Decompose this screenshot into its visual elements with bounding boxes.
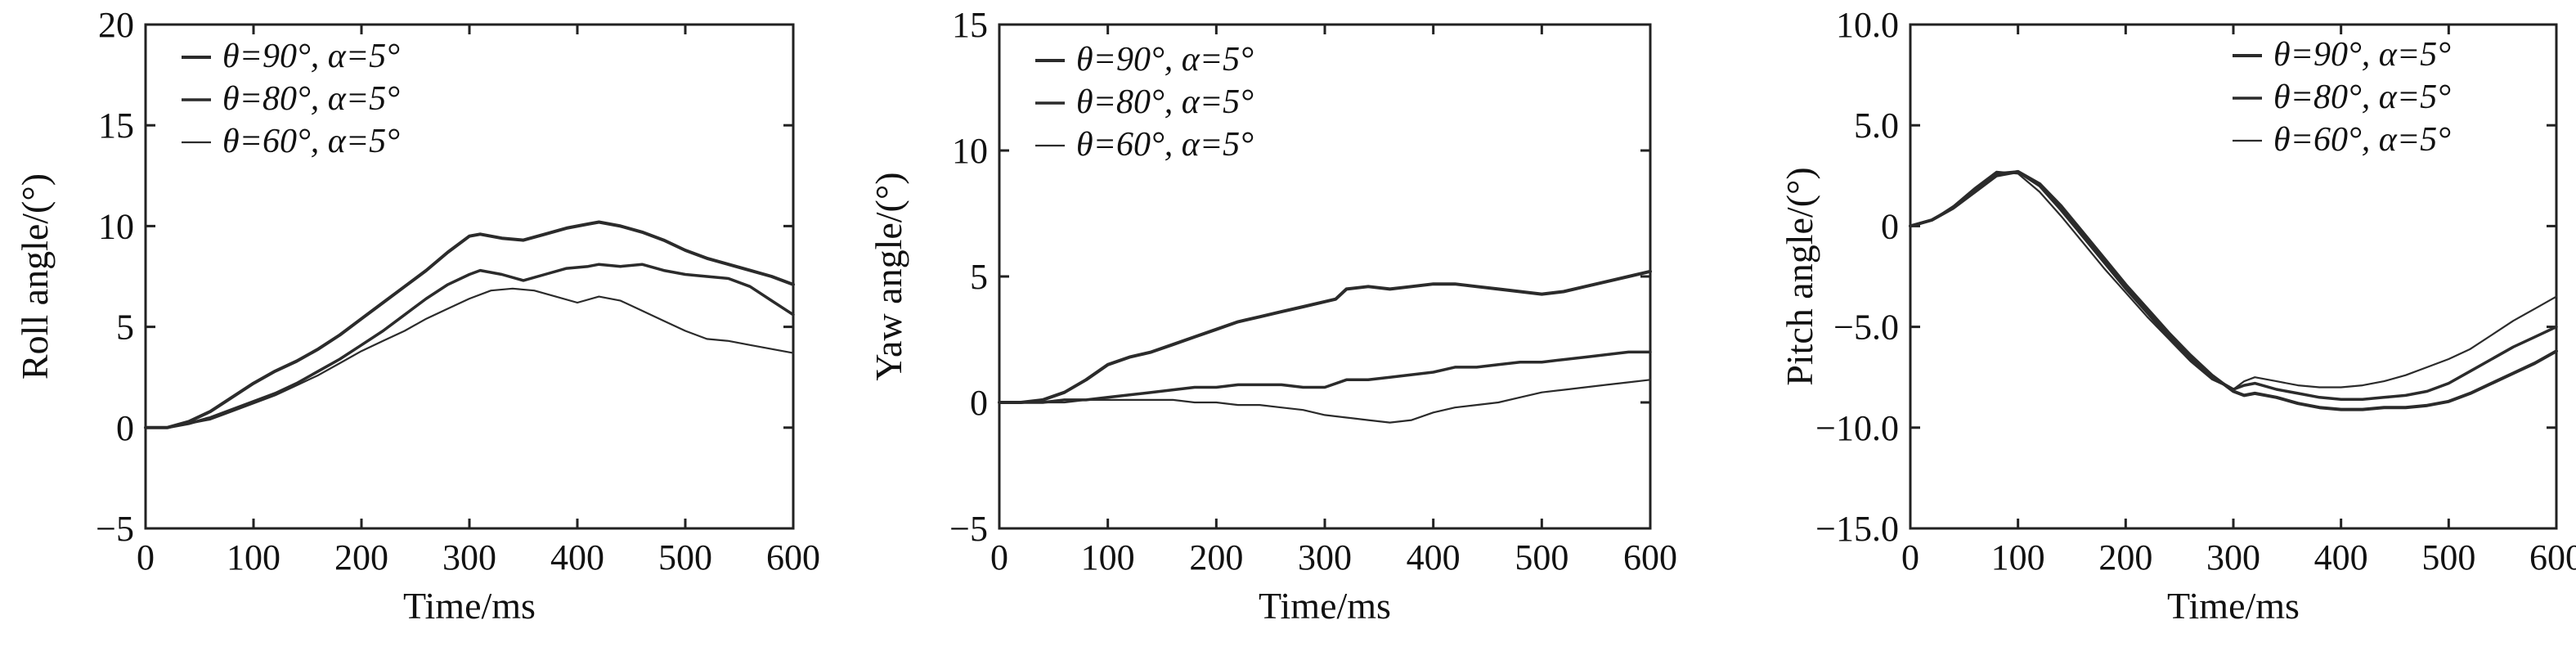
y-tick-label: 20 — [98, 5, 134, 45]
x-tick-label: 0 — [137, 537, 155, 577]
x-tick-label: 400 — [550, 537, 604, 577]
legend-entry: θ=90°, α=5° — [2273, 36, 2451, 74]
x-tick-label: 200 — [1189, 537, 1243, 577]
y-tick-label: −5 — [949, 509, 988, 549]
y-tick-label: 10 — [98, 206, 134, 246]
series-line-2 — [1909, 170, 2558, 402]
y-tick-label: 0 — [1881, 206, 1899, 246]
y-tick-label: 5.0 — [1854, 106, 1899, 146]
chart-panel-1: 0 100 200 300 400 500 600−505101520Time/msRoll… — [14, 5, 820, 627]
y-tick-label: 10.0 — [1836, 5, 1899, 45]
series-line-3 — [144, 287, 795, 429]
series-line-3 — [1909, 170, 2558, 391]
y-tick-label: −15.0 — [1815, 509, 1899, 549]
legend-entry: θ=80°, α=5° — [2273, 79, 2451, 116]
x-tick-label: 200 — [334, 537, 388, 577]
legend-entry: θ=60°, α=5° — [1076, 126, 1254, 164]
x-tick-label: 500 — [1515, 537, 1568, 577]
y-tick-label: −5 — [96, 509, 134, 549]
x-tick-label: 500 — [2421, 537, 2475, 577]
legend: θ=90°, α=5° θ=80°, α=5° θ=60°, α=5° — [182, 38, 400, 160]
legend-entry: θ=60°, α=5° — [222, 123, 400, 160]
legend-entry: θ=60°, α=5° — [2273, 121, 2451, 159]
y-tick-label: 15 — [98, 106, 134, 146]
y-axis-label: Yaw angle/(°) — [868, 172, 909, 380]
legend-entry: θ=90°, α=5° — [222, 38, 400, 75]
y-tick-label: 5 — [970, 257, 988, 297]
series-line-1 — [998, 269, 1652, 404]
chart-panel-3: 0 100 200 300 400 500 600 −15.0 −10.0 −5.0 0 5.0 10.… — [1779, 5, 2576, 627]
x-tick-label: 400 — [1407, 537, 1461, 577]
legend-entry: θ=80°, α=5° — [1076, 83, 1254, 121]
y-tick-label: 0 — [970, 383, 988, 423]
x-tick-label: 600 — [1623, 537, 1677, 577]
legend-entry: θ=80°, α=5° — [222, 80, 400, 118]
x-tick-label: 0 — [1901, 537, 1919, 577]
y-tick-label: 15 — [952, 5, 988, 45]
x-axis-label: Time/ms — [2167, 585, 2300, 627]
series-line-2 — [144, 263, 795, 429]
y-axis-label: Roll angle/(°) — [14, 173, 56, 380]
legend: θ=90°, α=5° θ=80°, α=5° θ=60°, α=5° — [1035, 41, 1254, 164]
x-tick-label: 600 — [766, 537, 820, 577]
x-tick-label: 400 — [2314, 537, 2368, 577]
series-line-1 — [144, 220, 795, 429]
legend-entry: θ=90°, α=5° — [1076, 41, 1254, 79]
x-tick-label: 100 — [227, 537, 280, 577]
x-tick-label: 300 — [2206, 537, 2260, 577]
x-tick-label: 300 — [442, 537, 496, 577]
y-tick-label: −5.0 — [1833, 308, 1899, 348]
x-tick-label: 300 — [1298, 537, 1352, 577]
y-tick-label: 5 — [116, 308, 134, 348]
y-tick-label: −10.0 — [1815, 408, 1899, 448]
x-tick-label: 100 — [1081, 537, 1135, 577]
y-tick-label: 10 — [952, 131, 988, 171]
series-line-2 — [998, 350, 1652, 404]
y-tick-label: 0 — [116, 408, 134, 448]
x-tick-label: 0 — [990, 537, 1008, 577]
series-line-1 — [1909, 169, 2558, 411]
x-tick-label: 500 — [658, 537, 712, 577]
x-axis-label: Time/ms — [1259, 585, 1391, 627]
legend: θ=90°, α=5° θ=80°, α=5° θ=60°, α=5° — [2233, 36, 2451, 159]
series-line-3 — [998, 379, 1652, 424]
y-axis-label: Pitch angle/(°) — [1779, 167, 1820, 386]
x-tick-label: 600 — [2529, 537, 2576, 577]
x-tick-label: 100 — [1991, 537, 2045, 577]
x-axis-label: Time/ms — [403, 585, 536, 627]
plot-frame — [1909, 23, 2558, 530]
x-tick-label: 200 — [2098, 537, 2152, 577]
